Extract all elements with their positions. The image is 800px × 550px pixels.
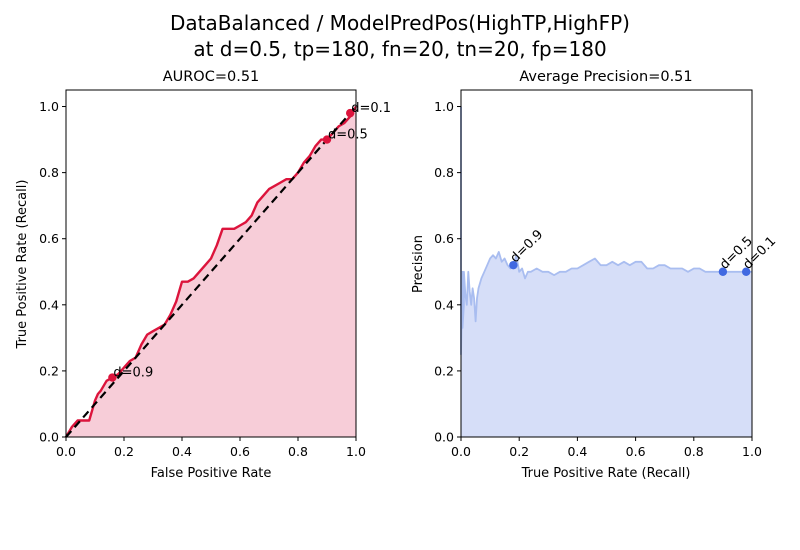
roc-threshold-point [346, 108, 355, 118]
roc-y-tick-label: 0.8 [39, 165, 59, 180]
roc-y-tick-label: 0.4 [39, 297, 59, 312]
pr-x-axis-label: True Positive Rate (Recall) [521, 466, 691, 481]
pr-title: Average Precision=0.51 [519, 69, 692, 85]
figure-title-line-1: DataBalanced / ModelPredPos(HighTP,HighF… [170, 11, 630, 35]
pr-threshold-point [741, 267, 751, 276]
roc-threshold-label: d=0.9 [113, 366, 153, 381]
roc-y-tick-label: 1.0 [39, 99, 59, 114]
pr-y-tick-label: 1.0 [434, 99, 454, 114]
roc-threshold-point [108, 373, 117, 382]
roc-title: AUROC=0.51 [163, 69, 260, 85]
pr-y-tick-label: 0.0 [434, 430, 454, 445]
roc-plot-frame [65, 89, 357, 438]
roc-x-axis-label: False Positive Rate [151, 466, 272, 481]
roc-x-tick-label: 0.8 [288, 444, 308, 459]
pr-area-fill [461, 106, 752, 437]
roc-panel: AUROC=0.51 False Positive Rate True Posi… [15, 69, 391, 481]
roc-y-tick-label: 0.6 [39, 231, 59, 246]
pr-y-tick-label: 0.2 [434, 363, 454, 378]
pr-x-tick-label: 1.0 [742, 444, 762, 459]
pr-panel: Average Precision=0.51 True Positive Rat… [411, 69, 779, 481]
roc-threshold-point [322, 135, 332, 144]
pr-x-tick-label: 0.0 [451, 444, 471, 459]
pr-curve-line [460, 106, 752, 356]
roc-x-tick-label: 0.6 [230, 444, 250, 459]
pr-x-tick-label: 0.8 [684, 444, 704, 459]
roc-x-tick-label: 0.2 [114, 444, 134, 459]
roc-y-tick-label: 0.0 [39, 430, 59, 445]
roc-x-tick-label: 1.0 [346, 444, 366, 459]
pr-x-tick-label: 0.6 [626, 444, 646, 459]
pr-x-tick-label: 0.4 [567, 444, 587, 459]
pr-threshold-label: d=0.9 [508, 227, 547, 266]
roc-threshold-label: d=0.5 [328, 128, 368, 143]
pr-threshold-point [718, 267, 728, 276]
figure-title-line-2: at d=0.5, tp=180, fn=20, tn=20, fp=180 [193, 37, 606, 61]
pr-y-tick-label: 0.6 [434, 231, 454, 246]
roc-curve-line [64, 105, 358, 438]
pr-y-tick-label: 0.8 [434, 165, 454, 180]
pr-y-axis-label: Precision [411, 235, 426, 293]
pr-x-tick-label: 0.2 [509, 444, 529, 459]
roc-y-axis-label: True Positive Rate (Recall) [15, 180, 30, 350]
pr-plot-frame [460, 89, 753, 438]
roc-threshold-label: d=0.1 [351, 101, 391, 116]
roc-chance-diagonal [65, 105, 357, 438]
pr-y-tick-label: 0.4 [434, 297, 454, 312]
roc-y-tick-label: 0.2 [39, 363, 59, 378]
pr-threshold-point [509, 260, 518, 270]
roc-x-tick-label: 0.0 [56, 444, 76, 459]
roc-x-tick-label: 0.4 [172, 444, 192, 459]
